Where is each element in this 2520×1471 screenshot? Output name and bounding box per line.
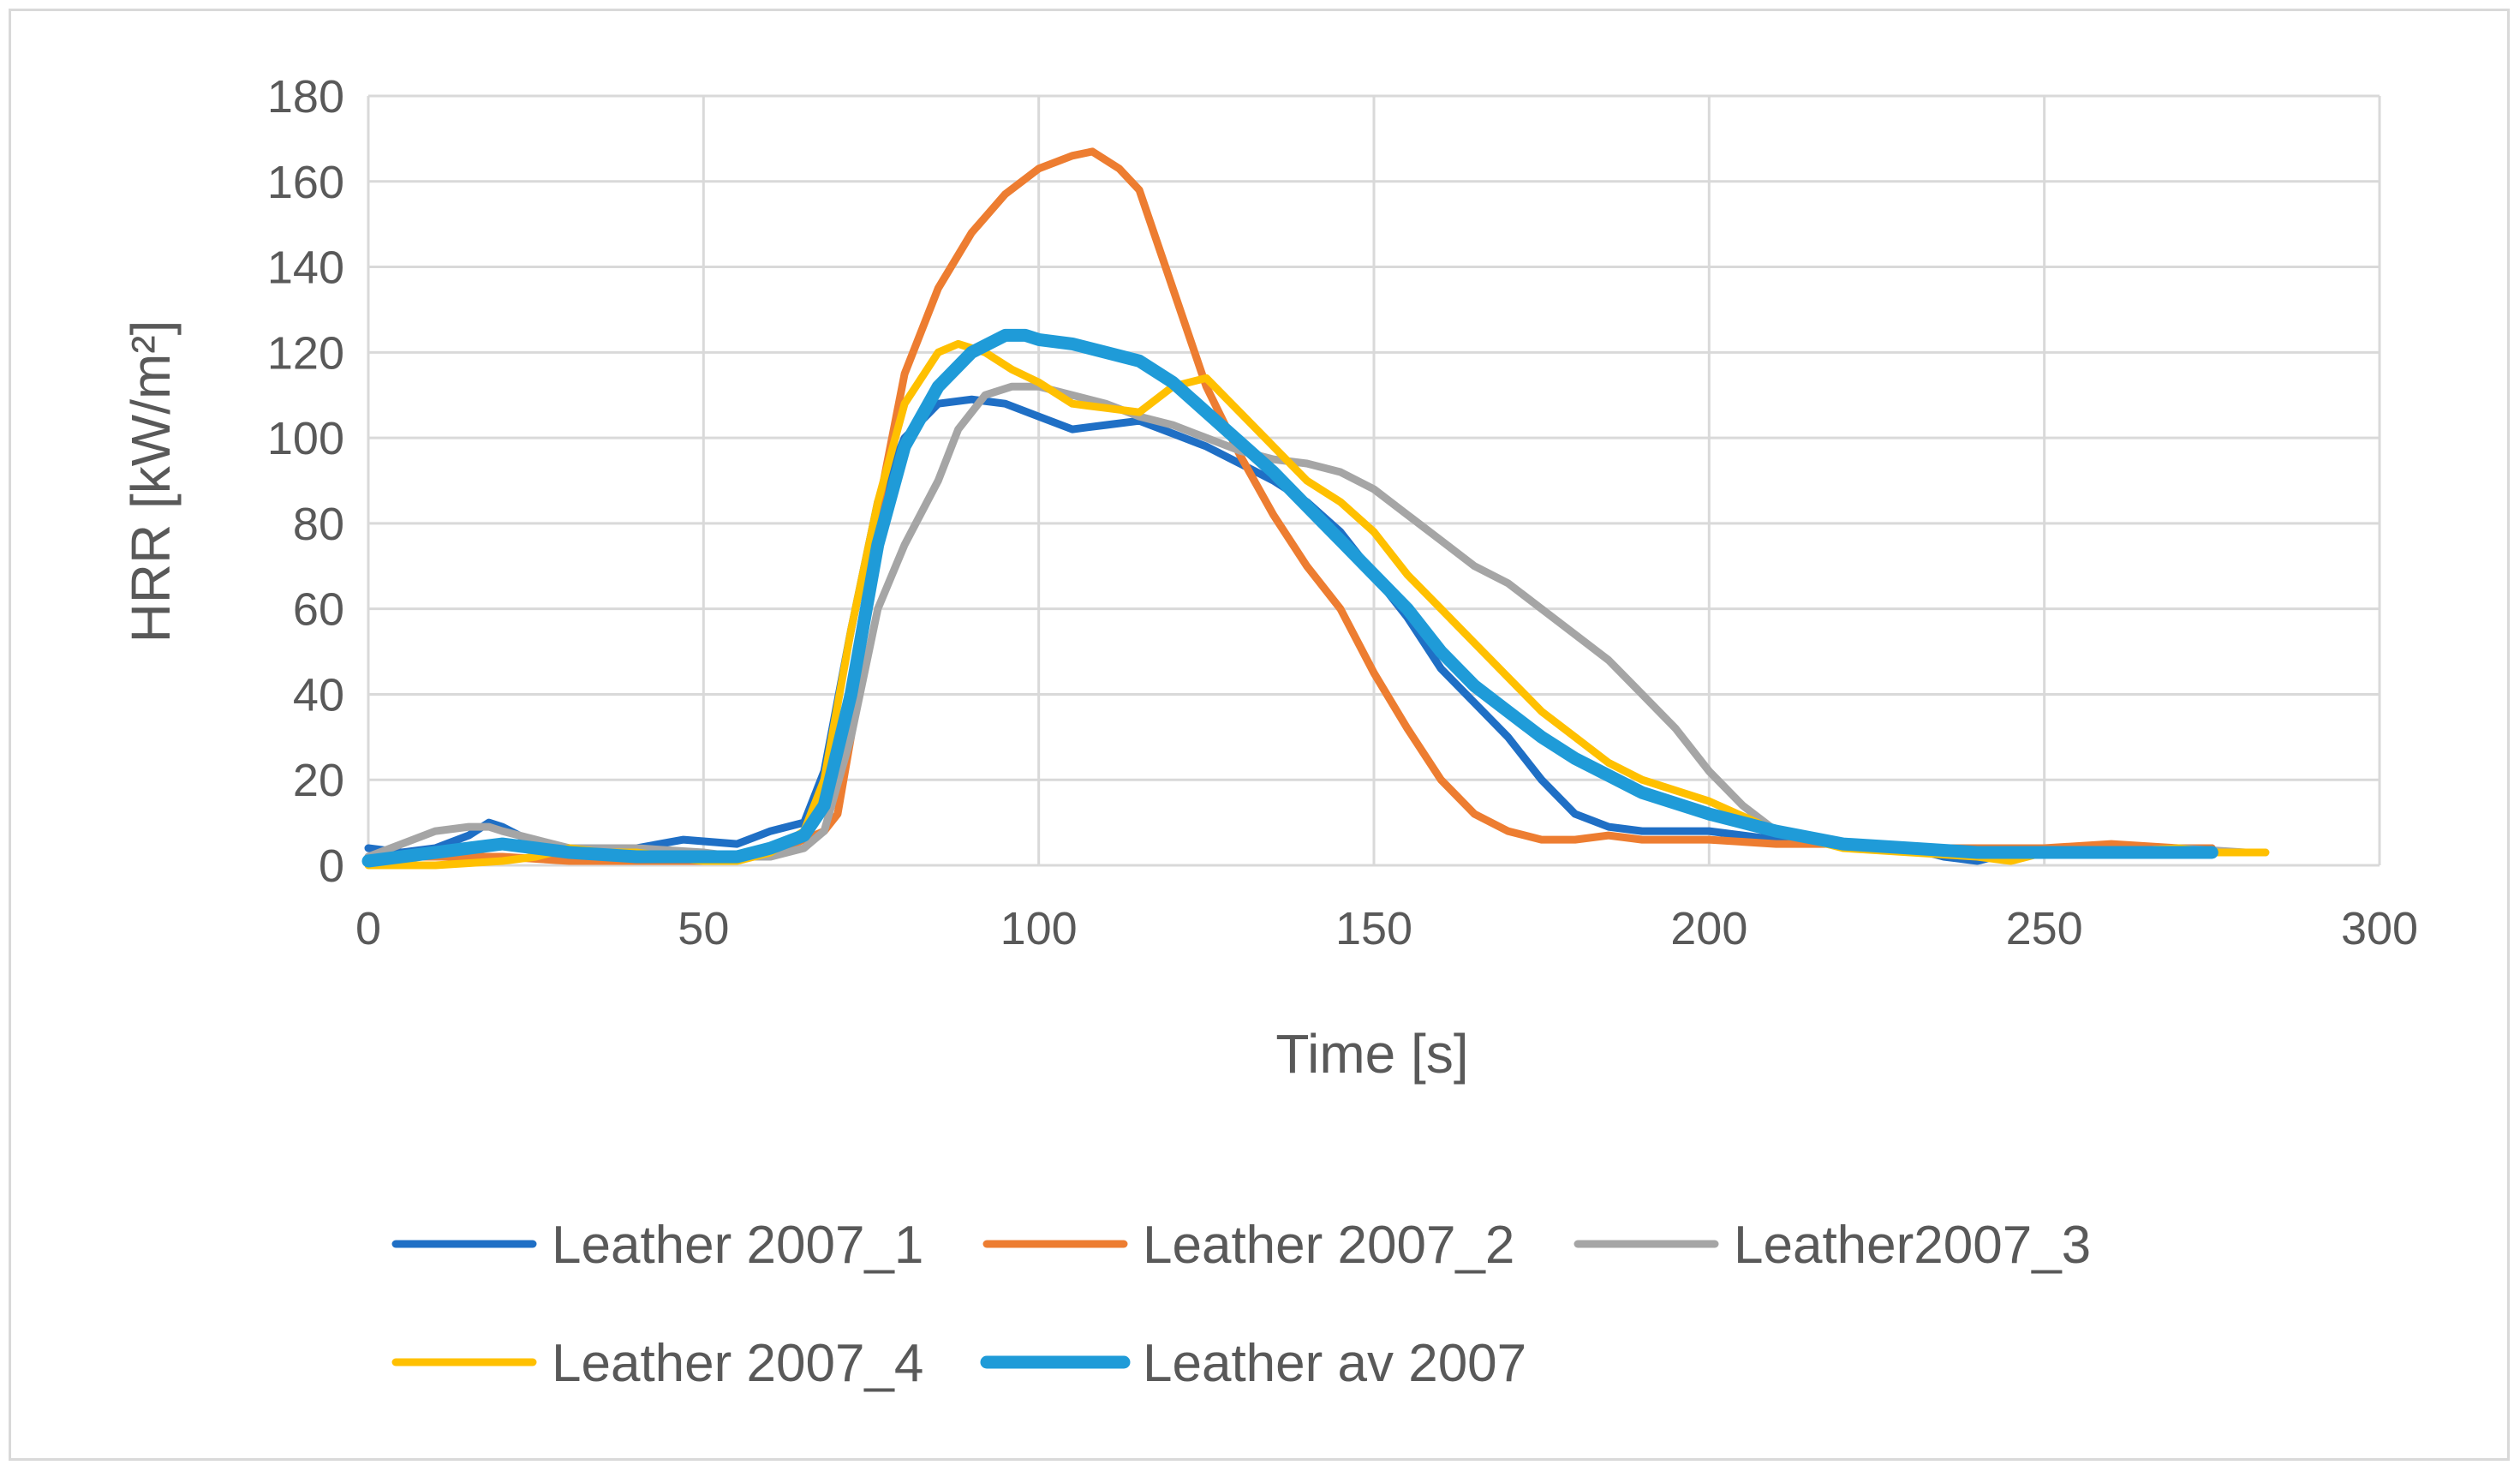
y-axis-title: HRR [kW/m²] [120, 320, 182, 643]
y-axis-tick-labels: 0 20 40 60 80 100 120 140 160 180 [267, 71, 344, 892]
x-axis-tick-labels: 0 50 100 150 200 250 300 [355, 903, 2418, 954]
chart-frame [9, 9, 2510, 1461]
series-line-4 [364, 339, 2270, 870]
x-tick-label: 200 [1670, 903, 1747, 954]
legend-label: Leather 2007_2 [1143, 1216, 1514, 1275]
x-tick-label: 50 [678, 903, 729, 954]
legend-label: Leather av 2007 [1143, 1334, 1526, 1393]
series-line-3 [364, 382, 2270, 861]
gridlines [367, 94, 2381, 867]
y-tick-label: 60 [293, 584, 344, 636]
y-tick-label: 0 [319, 840, 344, 892]
legend-label: Leather2007_3 [1734, 1216, 2091, 1275]
x-tick-label: 250 [2006, 903, 2083, 954]
y-tick-label: 20 [293, 755, 344, 806]
y-tick-label: 120 [267, 327, 344, 379]
x-axis-title: Time [s] [1275, 1023, 1468, 1085]
legend: Leather 2007_1 Leather 2007_2 Leather2007_… [391, 1216, 2091, 1393]
series-line-5 [361, 328, 2218, 868]
legend-label: Leather 2007_4 [552, 1334, 923, 1393]
x-tick-label: 0 [355, 903, 381, 954]
legend-label: Leather 2007_1 [552, 1216, 923, 1275]
y-tick-label: 100 [267, 413, 344, 464]
x-tick-label: 100 [1000, 903, 1078, 954]
series-lines [361, 147, 2270, 870]
y-tick-label: 180 [267, 71, 344, 123]
series-line-2 [364, 147, 2216, 865]
y-tick-label: 80 [293, 499, 344, 550]
x-tick-label: 150 [1335, 903, 1412, 954]
y-tick-label: 40 [293, 669, 344, 721]
y-tick-label: 140 [267, 242, 344, 294]
x-tick-label: 300 [2341, 903, 2418, 954]
y-tick-label: 160 [267, 157, 344, 208]
